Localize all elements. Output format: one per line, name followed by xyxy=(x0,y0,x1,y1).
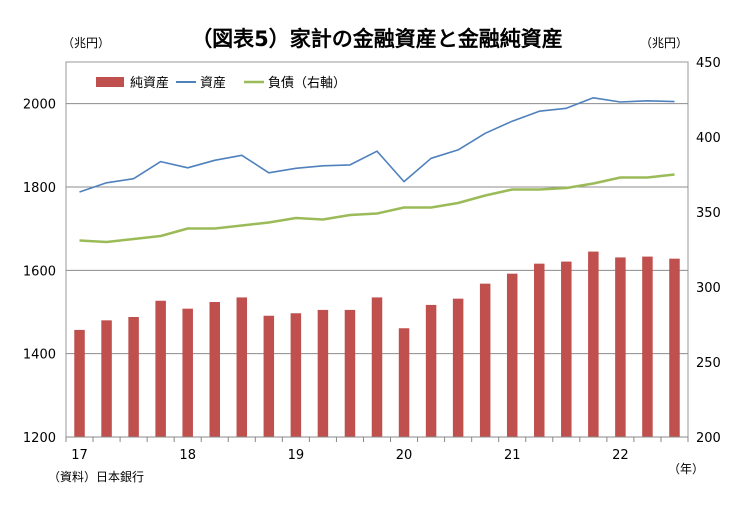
legend-swatch-net-assets xyxy=(96,77,124,87)
bar-net-assets-7 xyxy=(263,315,275,437)
x-tick-label-17: 17 xyxy=(71,448,88,463)
legend: 純資産 資産 負債（右軸） xyxy=(96,75,346,91)
bar-net-assets-10 xyxy=(344,309,356,437)
x-tick-label-22: 22 xyxy=(612,448,629,463)
x-tick-label-19: 19 xyxy=(288,448,305,463)
bar-net-assets-13 xyxy=(425,304,437,437)
bar-net-assets-17 xyxy=(534,263,545,437)
line-series-group xyxy=(79,97,675,244)
bar-net-assets-20 xyxy=(615,257,626,437)
left-tick-label-1600: 1600 xyxy=(23,264,56,279)
bar-net-assets-1 xyxy=(101,320,112,437)
x-tick-label-20: 20 xyxy=(396,448,413,463)
chart-title: （図表5）家計の金融資産と金融純資産 xyxy=(191,27,563,51)
right-tick-label-450: 450 xyxy=(696,56,721,71)
line-assets xyxy=(79,97,675,193)
left-tick-label-1200: 1200 xyxy=(23,431,56,446)
bar-net-assets-18 xyxy=(561,261,572,437)
bar-net-assets-0 xyxy=(74,329,85,437)
bar-net-assets-22 xyxy=(669,258,680,437)
legend-label-net-assets: 純資産 xyxy=(130,75,169,91)
bar-net-assets-14 xyxy=(452,298,464,437)
bar-net-assets-21 xyxy=(642,256,653,437)
bar-net-assets-11 xyxy=(371,297,383,437)
legend-label-assets: 資産 xyxy=(200,75,226,91)
bar-series-net-assets xyxy=(74,251,680,437)
left-tick-label-1800: 1800 xyxy=(23,181,56,196)
right-tick-label-400: 400 xyxy=(696,131,721,146)
right-tick-label-200: 200 xyxy=(696,431,721,446)
bar-net-assets-4 xyxy=(182,308,193,437)
x-tick-label-21: 21 xyxy=(504,448,521,463)
bar-net-assets-16 xyxy=(506,273,518,437)
line-liabilities xyxy=(79,173,675,244)
bar-net-assets-2 xyxy=(128,317,139,437)
right-tick-label-300: 300 xyxy=(696,281,721,296)
left-tick-label-2000: 2000 xyxy=(23,98,56,113)
x-tick-label-18: 18 xyxy=(179,448,196,463)
bar-net-assets-19 xyxy=(588,251,599,437)
bar-net-assets-9 xyxy=(317,309,329,437)
bar-net-assets-6 xyxy=(236,297,248,437)
source-note: （資料）日本銀行 xyxy=(48,470,144,484)
right-tick-label-250: 250 xyxy=(696,356,721,371)
x-axis-unit: （年） xyxy=(668,462,704,476)
right-tick-label-350: 350 xyxy=(696,206,721,221)
legend-label-liabilities: 負債（右軸） xyxy=(268,76,346,91)
bar-net-assets-8 xyxy=(290,313,302,437)
left-axis-unit: （兆円） xyxy=(62,36,110,50)
bar-net-assets-15 xyxy=(479,283,491,437)
bar-net-assets-12 xyxy=(398,328,410,437)
left-tick-label-1400: 1400 xyxy=(23,348,56,363)
bar-net-assets-5 xyxy=(209,302,220,437)
axes: 1200 1400 1600 1800 2000 200 250 300 350 400 450 17… xyxy=(23,56,721,463)
right-axis-unit: （兆円） xyxy=(640,36,688,50)
bar-net-assets-3 xyxy=(155,300,166,437)
